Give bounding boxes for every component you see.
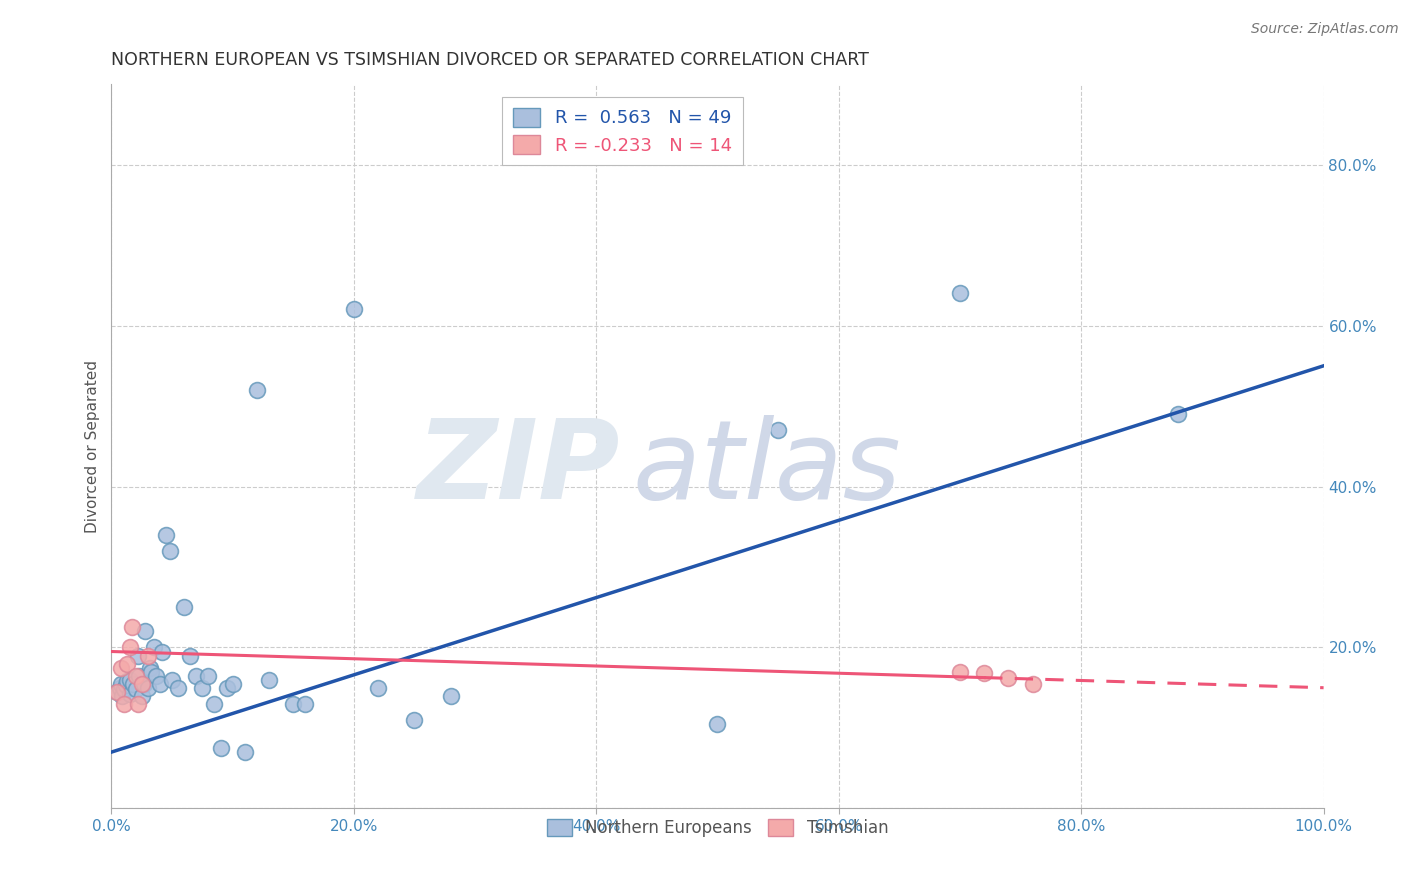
Point <box>134 676 156 690</box>
Point <box>149 676 172 690</box>
Point <box>440 689 463 703</box>
Point <box>111 689 134 703</box>
Point <box>706 717 728 731</box>
Point <box>142 640 165 655</box>
Point <box>136 648 159 663</box>
Point <box>1021 676 1043 690</box>
Point <box>209 741 232 756</box>
Point <box>118 673 141 687</box>
Legend: Northern Europeans, Tsimshian: Northern Europeans, Tsimshian <box>540 812 896 844</box>
Point <box>1167 407 1189 421</box>
Text: atlas: atlas <box>633 415 901 522</box>
Text: NORTHERN EUROPEAN VS TSIMSHIAN DIVORCED OR SEPARATED CORRELATION CHART: NORTHERN EUROPEAN VS TSIMSHIAN DIVORCED … <box>111 51 869 69</box>
Text: Source: ZipAtlas.com: Source: ZipAtlas.com <box>1251 22 1399 37</box>
Point <box>122 676 145 690</box>
Point <box>150 644 173 658</box>
Point <box>973 666 995 681</box>
Point <box>112 682 135 697</box>
Point <box>141 665 163 679</box>
Point <box>159 544 181 558</box>
Point <box>404 713 426 727</box>
Point <box>167 681 190 695</box>
Point <box>766 423 789 437</box>
Point <box>204 697 226 711</box>
Point <box>136 681 159 695</box>
Point <box>128 668 150 682</box>
Point <box>127 697 149 711</box>
Point <box>294 697 316 711</box>
Point <box>107 685 129 699</box>
Point <box>191 681 214 695</box>
Point <box>221 676 243 690</box>
Point <box>246 383 269 397</box>
Point <box>343 302 366 317</box>
Point <box>110 676 132 690</box>
Point <box>127 648 149 663</box>
Point <box>124 682 146 697</box>
Point <box>949 665 972 679</box>
Text: ZIP: ZIP <box>418 415 620 522</box>
Point <box>134 624 156 639</box>
Point <box>367 681 389 695</box>
Point <box>115 674 138 689</box>
Point <box>131 689 153 703</box>
Point <box>997 671 1019 685</box>
Point <box>186 668 208 682</box>
Point <box>949 286 972 301</box>
Point <box>215 681 238 695</box>
Point <box>115 678 138 692</box>
Point <box>160 673 183 687</box>
Point <box>110 660 132 674</box>
Point <box>283 697 305 711</box>
Y-axis label: Divorced or Separated: Divorced or Separated <box>86 359 100 533</box>
Point <box>145 668 167 682</box>
Point <box>118 687 141 701</box>
Point <box>124 668 146 682</box>
Point <box>179 648 201 663</box>
Point <box>173 600 195 615</box>
Point <box>233 745 256 759</box>
Point <box>197 668 219 682</box>
Point <box>257 673 280 687</box>
Point <box>118 640 141 655</box>
Point <box>112 697 135 711</box>
Point <box>108 681 131 695</box>
Point <box>115 657 138 671</box>
Point <box>131 676 153 690</box>
Point <box>121 620 143 634</box>
Point <box>139 660 162 674</box>
Point <box>107 685 129 699</box>
Point <box>155 528 177 542</box>
